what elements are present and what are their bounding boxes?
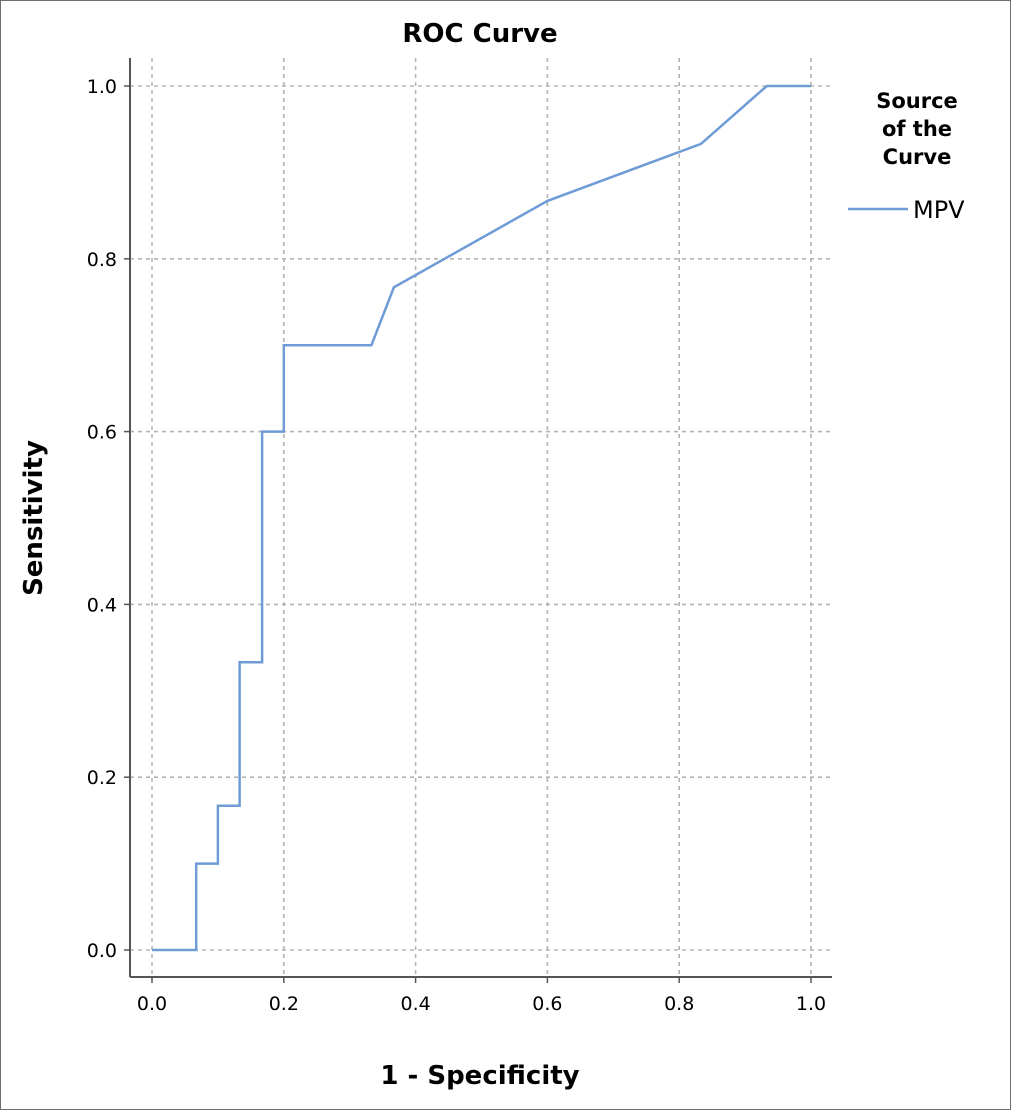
y-tick-label: 0.4 — [87, 594, 117, 616]
legend-title-line-1: Source — [876, 89, 958, 113]
legend-label-mpv: MPV — [913, 196, 965, 224]
axes — [124, 58, 832, 983]
y-tick-label: 0.8 — [87, 249, 117, 271]
grid-lines — [130, 58, 832, 977]
legend: Source of the Curve MPV — [848, 89, 965, 224]
x-tick-labels: 0.0 0.2 0.4 0.6 0.8 1.0 — [137, 993, 826, 1015]
x-tick-label: 0.6 — [532, 993, 562, 1015]
x-tick-label: 0.2 — [269, 993, 299, 1015]
legend-title-line-2: of the — [882, 117, 952, 141]
y-tick-label: 0.0 — [87, 940, 117, 962]
y-axis-label: Sensitivity — [19, 440, 49, 596]
x-tick-label: 0.8 — [664, 993, 694, 1015]
chart-title: ROC Curve — [402, 19, 557, 49]
y-tick-label: 0.2 — [87, 767, 117, 789]
y-tick-labels: 0.0 0.2 0.4 0.6 0.8 1.0 — [87, 76, 117, 962]
y-tick-label: 1.0 — [87, 76, 117, 98]
x-tick-label: 0.0 — [137, 993, 167, 1015]
x-axis-label: 1 - Specificity — [380, 1061, 579, 1091]
x-tick-label: 0.4 — [400, 993, 430, 1015]
y-tick-label: 0.6 — [87, 422, 117, 444]
legend-title-line-3: Curve — [883, 145, 952, 169]
series-line-mpv — [152, 84, 811, 952]
x-tick-label: 1.0 — [796, 993, 826, 1015]
